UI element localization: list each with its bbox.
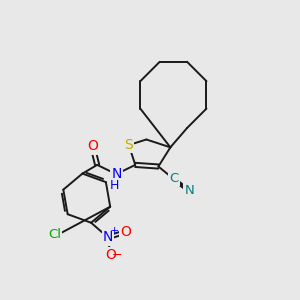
- Text: O: O: [120, 225, 131, 239]
- Text: O: O: [87, 140, 98, 153]
- Text: Cl: Cl: [48, 228, 61, 241]
- Text: C: C: [169, 172, 178, 185]
- Text: S: S: [124, 138, 133, 152]
- Text: O: O: [105, 248, 116, 262]
- Text: H: H: [110, 179, 119, 192]
- Text: N: N: [111, 167, 122, 181]
- Text: N: N: [184, 184, 194, 196]
- Text: +: +: [110, 226, 119, 236]
- Text: −: −: [112, 248, 122, 262]
- Text: N: N: [103, 230, 113, 244]
